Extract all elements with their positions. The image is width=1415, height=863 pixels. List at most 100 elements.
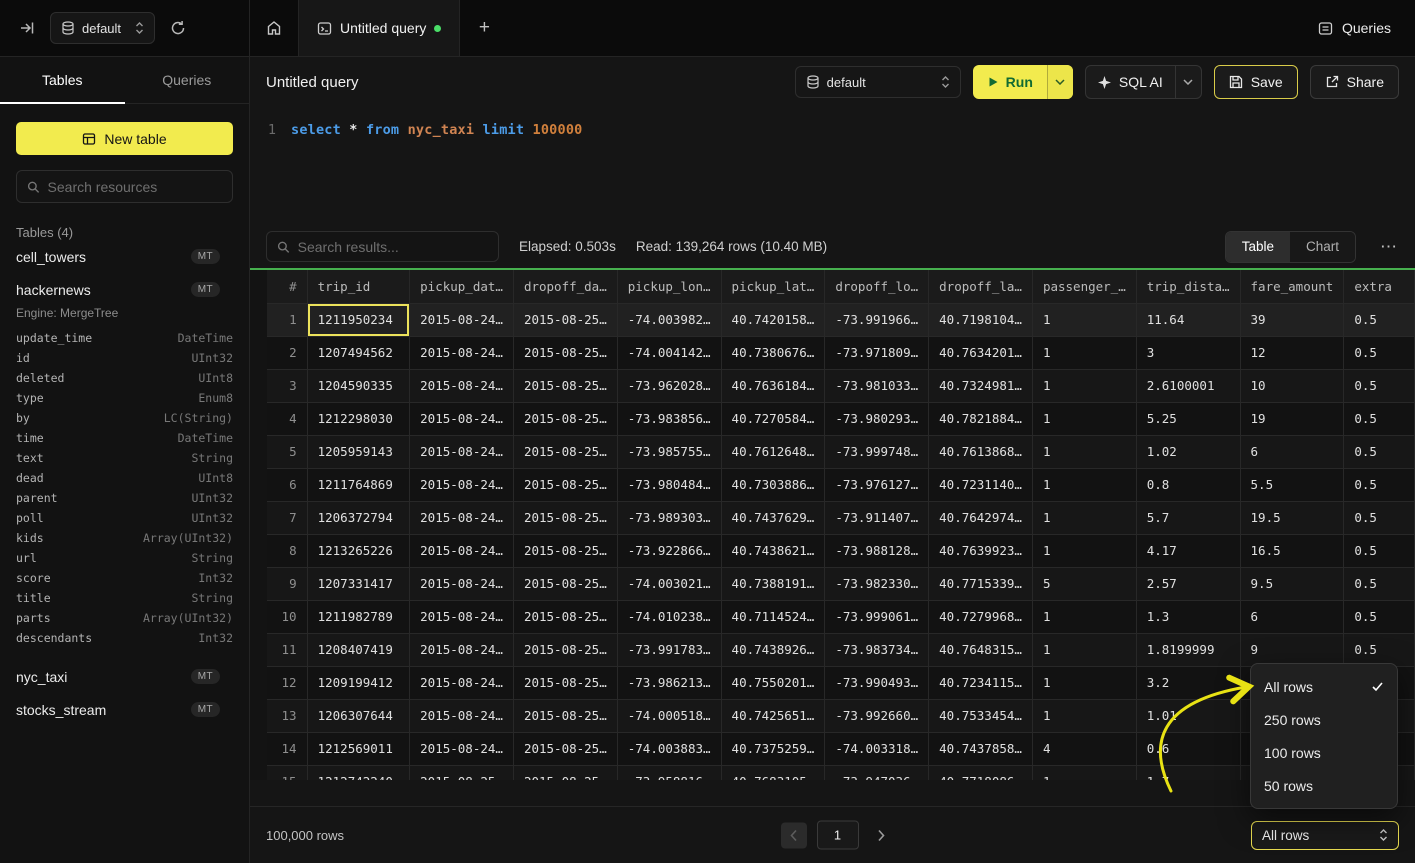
table-row[interactable]: 2 1207494562 2015-08-24… 2015-08-25… -74.004… [267,336,1415,370]
table-cell[interactable]: 2015-08-24… [409,600,514,634]
table-cell[interactable]: 2015-08-24… [409,666,514,700]
table-cell[interactable]: 15 [267,765,308,780]
table-cell[interactable]: 40.7718086… [928,765,1033,780]
table-cell[interactable]: 40.7198104… [928,303,1033,337]
table-cell[interactable]: 40.7437629… [721,501,826,535]
table-cell[interactable]: 40.7438926… [721,633,826,667]
run-button[interactable]: Run [973,65,1047,99]
table-cell[interactable]: 2.57 [1136,567,1241,601]
table-cell[interactable]: 4 [267,402,308,436]
table-cell[interactable]: 4.17 [1136,534,1241,568]
sidebar-tab-tables[interactable]: Tables [0,57,125,104]
table-cell[interactable]: 0.5 [1343,402,1415,436]
table-cell[interactable]: 11 [267,633,308,667]
table-cell[interactable]: 1 [1032,468,1137,502]
table-row[interactable]: 8 1213265226 2015-08-24… 2015-08-25… -73.922… [267,534,1415,568]
column-header[interactable]: fare_amount [1240,270,1345,304]
table-cell[interactable]: 10 [1240,369,1345,403]
table-cell[interactable]: 5 [267,435,308,469]
table-cell[interactable]: 9.5 [1240,567,1345,601]
table-cell[interactable]: 5 [1032,567,1137,601]
table-cell[interactable]: 1 [1032,666,1137,700]
table-cell[interactable]: 1211982789 [307,600,411,634]
table-cell[interactable]: -73.958816… [617,765,722,780]
table-cell[interactable]: 1 [1032,765,1137,780]
table-row[interactable]: 12 1209199412 2015-08-24… 2015-08-25… -73.98… [267,666,1415,700]
table-cell[interactable]: 9 [1240,633,1345,667]
prev-page-button[interactable] [780,822,807,848]
table-cell[interactable]: -74.003021… [617,567,722,601]
table-cell[interactable]: -73.976127… [824,468,930,502]
table-cell[interactable]: 4 [1032,732,1137,766]
page-size-select[interactable]: All rows [1251,820,1399,850]
table-cell[interactable]: 1209199412 [307,666,411,700]
schema-field-by[interactable]: by LC(String) [16,408,233,428]
sidebar-table-cell_towers[interactable]: cell_towers MT [16,240,233,273]
table-cell[interactable]: 1.02 [1136,435,1241,469]
table-cell[interactable]: -74.010238… [617,600,722,634]
column-header[interactable]: trip_id [307,270,411,304]
table-cell[interactable]: 10 [267,600,308,634]
table-cell[interactable]: 2015-08-25… [513,336,618,370]
table-cell[interactable]: 0.5 [1343,468,1415,502]
table-cell[interactable]: 1206372794 [307,501,411,535]
table-cell[interactable]: 2015-08-24… [409,402,514,436]
table-cell[interactable]: 1 [1032,303,1137,337]
table-cell[interactable]: -73.971809… [824,336,930,370]
table-cell[interactable]: 40.7234115… [928,666,1033,700]
table-cell[interactable]: -74.003883… [617,732,722,766]
table-cell[interactable]: 0.5 [1343,633,1415,667]
table-cell[interactable]: 0.8 [1136,468,1241,502]
table-cell[interactable]: 19 [1240,402,1345,436]
table-cell[interactable]: 40.7231140… [928,468,1033,502]
table-cell[interactable]: 9 [267,567,308,601]
sidebar-table-hackernews[interactable]: hackernews MT [16,273,233,306]
table-cell[interactable]: 0.5 [1343,600,1415,634]
table-cell[interactable]: 40.7550201… [721,666,826,700]
table-cell[interactable]: 12 [1240,336,1345,370]
table-row[interactable]: 11 1208407419 2015-08-24… 2015-08-25… -73.99… [267,633,1415,667]
table-cell[interactable]: 40.7821884… [928,402,1033,436]
table-cell[interactable]: -73.983856… [617,402,722,436]
table-cell[interactable]: 5.5 [1240,468,1345,502]
table-row[interactable]: 7 1206372794 2015-08-24… 2015-08-25… -73.989… [267,501,1415,535]
table-cell[interactable]: 1 [1032,699,1137,733]
table-cell[interactable]: -73.999748… [824,435,930,469]
column-header[interactable]: passenger_… [1032,270,1137,304]
table-cell[interactable]: 2015-08-25… [513,567,618,601]
table-cell[interactable]: 40.7636184… [721,369,826,403]
current-page-indicator[interactable]: 1 [816,820,859,850]
table-cell[interactable]: 1 [1032,435,1137,469]
sql-ai-button[interactable]: SQL AI [1086,66,1175,98]
table-cell[interactable]: 1211764869 [307,468,411,502]
table-cell[interactable]: -73.980293… [824,402,930,436]
table-cell[interactable]: 40.7324981… [928,369,1033,403]
table-cell[interactable]: 1205959143 [307,435,411,469]
column-header[interactable]: # [267,270,308,304]
table-cell[interactable]: -73.980484… [617,468,722,502]
table-cell[interactable]: 40.7533454… [928,699,1033,733]
table-cell[interactable]: 12 [267,666,308,700]
table-row[interactable]: 1512127422402015-08-25…2015-08-25…-73.95… [267,765,1415,780]
schema-field-url[interactable]: url String [16,548,233,568]
column-header[interactable]: dropoff_lo… [824,270,930,304]
column-header[interactable]: trip_dista… [1136,270,1241,304]
column-header[interactable]: pickup_lon… [617,270,722,304]
table-row[interactable]: 14 1212569011 2015-08-24… 2015-08-25… -74.00… [267,732,1415,766]
sidebar-search-input[interactable] [47,178,222,195]
schema-field-title[interactable]: title String [16,588,233,608]
table-cell[interactable]: 2015-08-25… [513,369,618,403]
save-button[interactable]: Save [1213,65,1298,99]
rows-option-250-rows[interactable]: 250 rows [1251,703,1397,736]
table-cell[interactable]: 14 [267,732,308,766]
table-cell[interactable]: 2015-08-25… [513,534,618,568]
sql-code-line[interactable]: select * from nyc_taxi limit 100000 [291,121,582,225]
table-cell[interactable]: 2015-08-25… [513,402,618,436]
table-cell[interactable]: 39 [1240,303,1345,337]
table-cell[interactable]: 40.7388191… [721,567,826,601]
table-cell[interactable]: -73.947036… [824,765,930,780]
table-cell[interactable]: 1.01 [1136,699,1241,733]
table-row[interactable]: 10 1211982789 2015-08-24… 2015-08-25… -74.01… [267,600,1415,634]
table-cell[interactable]: 2015-08-25… [513,732,618,766]
table-cell[interactable]: 1.7 [1136,765,1241,780]
